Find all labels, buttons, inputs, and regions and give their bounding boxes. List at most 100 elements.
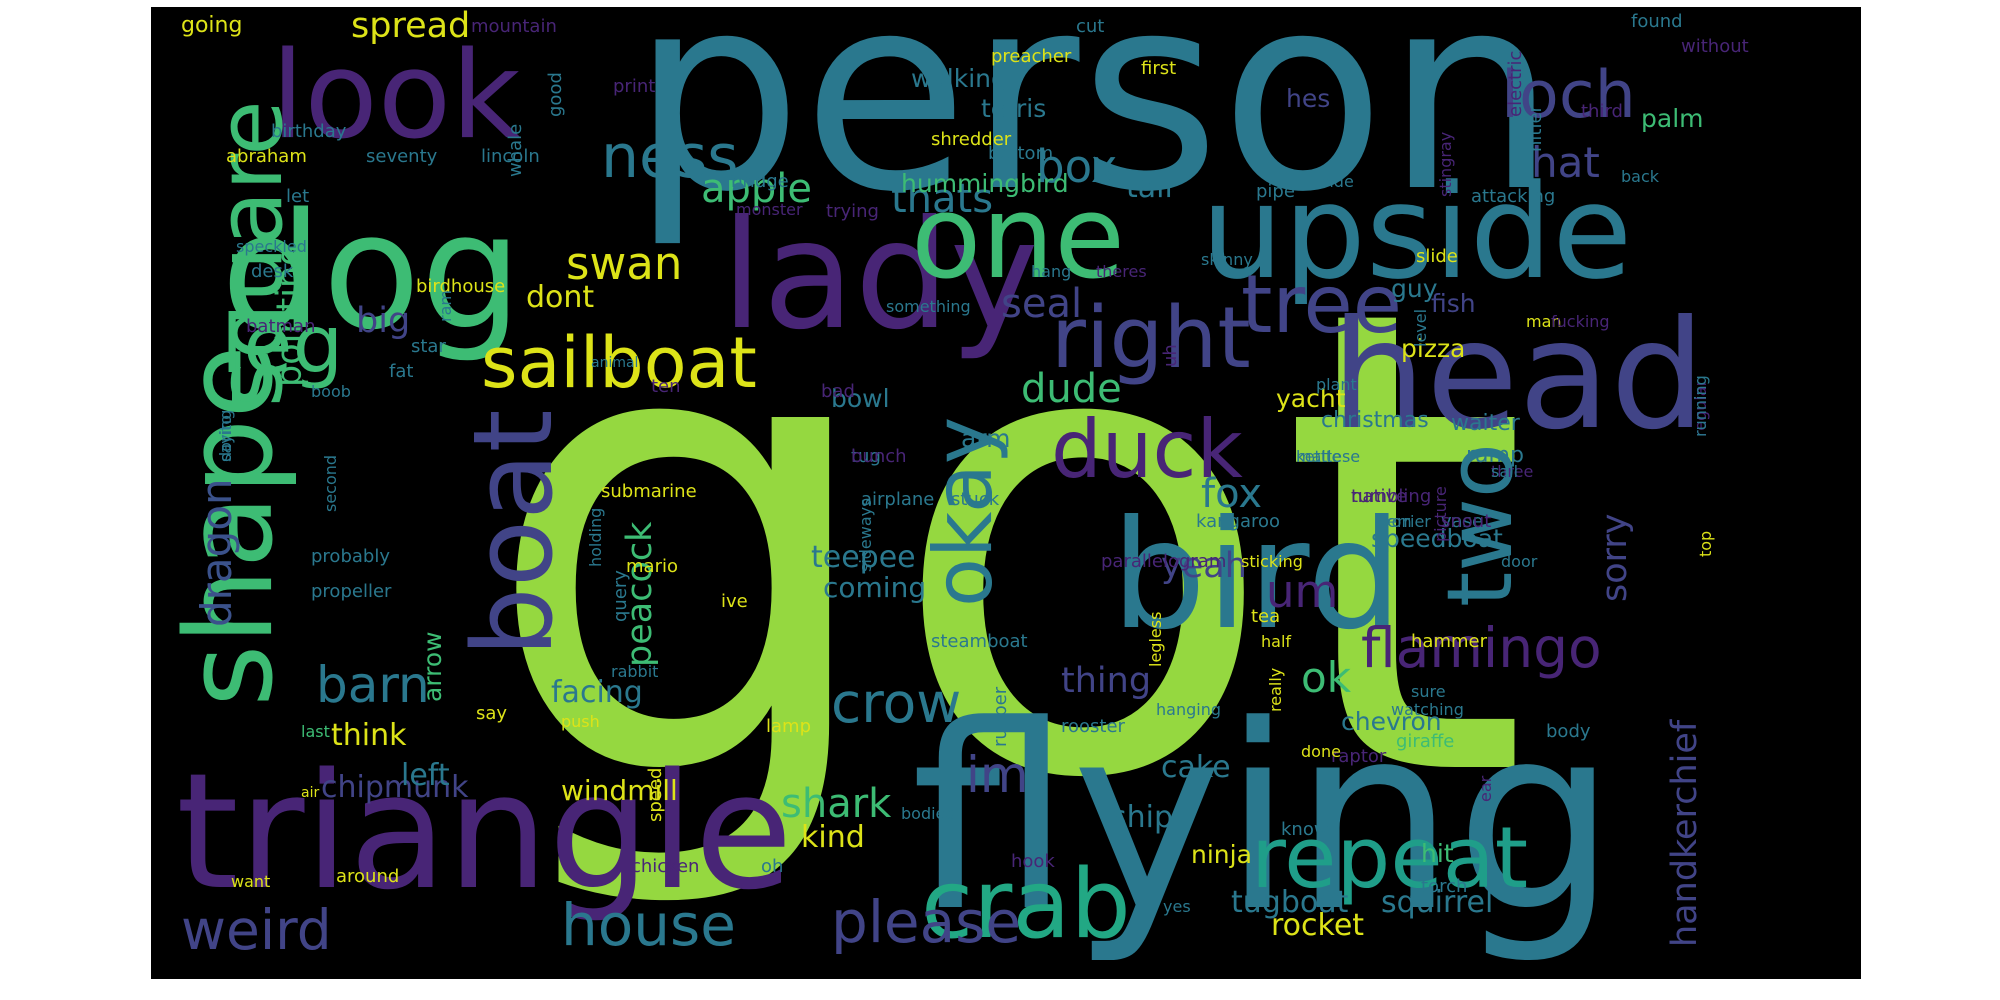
word-right: right (1051, 289, 1251, 388)
word-two: two (1428, 443, 1533, 607)
word-terrier: terrier (1381, 512, 1431, 531)
word-animal: animal (591, 355, 638, 371)
word-saying: saying (216, 410, 235, 462)
word-abraham: abraham (226, 146, 307, 167)
word-bridge: bridge (731, 171, 789, 192)
word-apple: apple (701, 166, 812, 212)
word-bunch: bunch (851, 446, 907, 467)
word-iron: iron (1381, 512, 1412, 531)
word-bad: bad (821, 381, 855, 402)
word-birdhouse: birdhouse (416, 276, 505, 297)
word-ear: ear (1476, 775, 1495, 802)
word-hes: hes (1286, 84, 1330, 113)
word-um: um (1266, 565, 1338, 618)
word-something: something (886, 297, 971, 316)
word-hook: hook (1011, 851, 1055, 872)
word-peacock: peacock (620, 521, 660, 667)
word-parallelogram: parallelogram (1101, 551, 1226, 572)
word-side: side (1321, 172, 1354, 191)
word-snout: snout (1441, 511, 1491, 532)
word-seventy: seventy (366, 146, 438, 167)
word-holding: holding (586, 508, 605, 567)
word-vase: vase (1441, 511, 1483, 532)
word-weird: weird (181, 898, 332, 962)
word-ive: ive (721, 591, 748, 612)
word-bodied: bodied (901, 804, 956, 823)
word-kettle: kettle (1296, 447, 1341, 466)
word-seal: seal (1001, 281, 1082, 327)
word-rooster: rooster (1061, 716, 1126, 737)
word-good: good (545, 72, 566, 117)
word-second: second (321, 455, 340, 512)
word-boob: boob (311, 382, 351, 401)
word-barn: barn (316, 656, 430, 714)
word-electric: electric (1505, 51, 1526, 117)
word-sure: sure (1411, 682, 1446, 701)
word-tea: tea (1251, 606, 1280, 627)
word-coming: coming (823, 571, 926, 604)
word-giraffe: giraffe (1396, 731, 1454, 752)
word-stingray: stingray (1436, 132, 1455, 197)
word-waiter: waiter (1451, 411, 1521, 436)
word-hang: hang (1031, 262, 1071, 281)
word-sailboat: sailboat (481, 322, 757, 404)
word-dude: dude (1021, 366, 1122, 412)
word-chevron: chevron (1341, 707, 1442, 736)
word-mario: mario (626, 556, 678, 577)
word-theres: theres (1096, 262, 1147, 281)
word-left: left (401, 758, 450, 793)
word-uh: uh (1160, 344, 1181, 367)
word-airplane: airplane (861, 489, 934, 510)
word-dont: dont (526, 280, 594, 315)
word-leg: leg (221, 298, 343, 391)
word-first: first (1141, 58, 1176, 79)
word-yacht: yacht (1276, 384, 1346, 413)
word-tetris: tetris (981, 94, 1046, 123)
word-skinny: skinny (1201, 250, 1253, 269)
word-dorito: dorito (216, 415, 235, 462)
word-steamboat: steamboat (931, 631, 1028, 652)
word-torch: torch (1421, 876, 1467, 897)
word-whale: whale (505, 124, 526, 177)
word-without: without (1681, 36, 1749, 57)
word-push: push (561, 712, 600, 731)
word-handkerchief: handkerchief (1665, 719, 1705, 947)
word-ok: ok (1301, 653, 1352, 702)
word-dragon: dragon (192, 478, 241, 627)
word-sideways: sideways (856, 499, 875, 572)
word-guy: guy (1391, 274, 1438, 303)
word-shape: shape (161, 345, 300, 707)
word-sticking: sticking (1241, 552, 1303, 571)
word-hitler: hitler (1525, 104, 1546, 152)
word-square: square (198, 100, 303, 407)
word-raptor: raptor (1331, 746, 1387, 767)
word-back: back (1621, 167, 1660, 186)
word-chipmunk: chipmunk (321, 770, 469, 805)
word-lamp: lamp (766, 716, 811, 737)
word-big: big (356, 301, 410, 341)
word-spread: spread (351, 7, 470, 46)
word-look: look (271, 27, 521, 166)
word-house: house (561, 891, 736, 959)
word-door: door (1501, 552, 1538, 571)
word-crow: crow (831, 671, 961, 735)
word-let: let (286, 186, 309, 207)
word-bird: bird (1111, 489, 1402, 663)
word-done: done (1301, 742, 1341, 761)
word-okay: okay (917, 417, 1010, 607)
word-hummingbird: hummingbird (901, 169, 1069, 198)
word-bottom: bottom (988, 143, 1053, 164)
word-tug: tug (851, 446, 881, 467)
word-rabbit: rabbit (611, 662, 658, 681)
word-mountain: mountain (471, 16, 557, 37)
word-regular: regular (1691, 379, 1710, 437)
word-flying: flying (911, 671, 1617, 968)
word-found: found (1631, 11, 1683, 32)
word-sail: sail (1491, 462, 1518, 481)
word-cloud: got person flying triangle bird head dog look la… (151, 7, 1861, 979)
word-speed: speed (645, 768, 666, 822)
word-think: think (331, 718, 407, 753)
word-ram: ram (436, 290, 455, 322)
word-pipe: pipe (1256, 181, 1295, 202)
